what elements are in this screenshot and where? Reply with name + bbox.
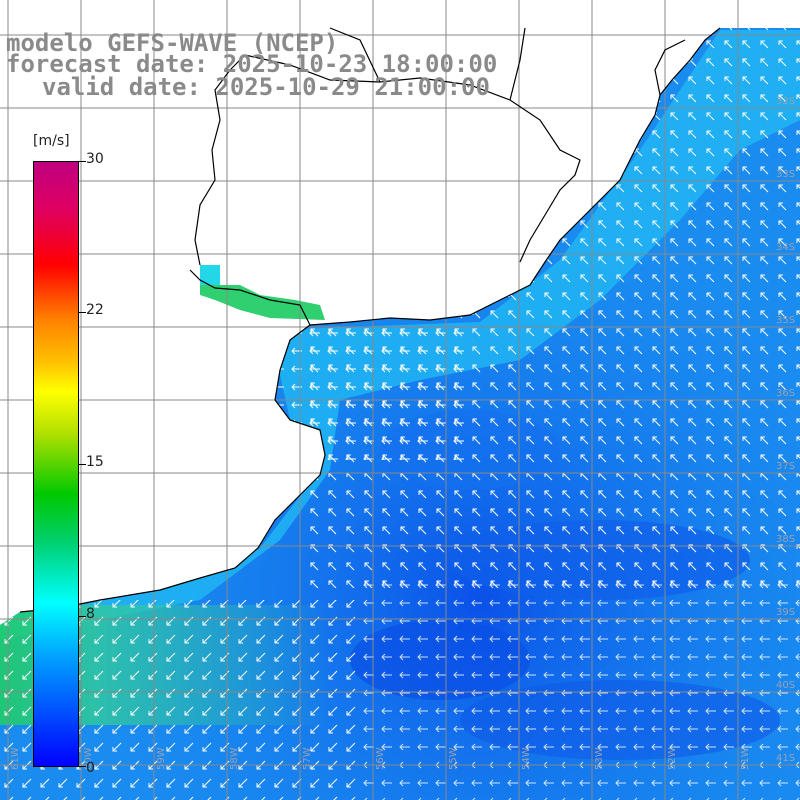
forecast-date: forecast date: 2025-10-23 18:00:00: [6, 50, 498, 78]
estuary-field: [200, 265, 325, 320]
lat-label-38S: 38S: [776, 534, 795, 545]
colorbar-unit: [m/s]: [33, 133, 70, 149]
lat-label-34S: 34S: [776, 242, 795, 253]
lat-label-35S: 35S: [776, 315, 795, 326]
lat-label-39S: 39S: [776, 607, 795, 618]
lon-label-51W: 51W: [740, 747, 751, 770]
lon-label-53W: 53W: [594, 747, 605, 770]
colorbar-tick: [79, 312, 86, 313]
colorbar-label-15: 15: [86, 454, 104, 470]
lat-label-36S: 36S: [776, 388, 795, 399]
colorbar-label-0: 0: [86, 760, 95, 776]
lon-label-58W: 58W: [229, 747, 240, 770]
valid-date: valid date: 2025-10-29 21:00:00: [42, 73, 490, 101]
lon-label-52W: 52W: [667, 747, 678, 770]
lon-label-55W: 55W: [448, 747, 459, 770]
lat-label-33S: 33S: [776, 169, 795, 180]
colorbar-label-8: 8: [86, 606, 95, 622]
colorbar-tick: [79, 766, 86, 767]
lon-label-54W: 54W: [521, 747, 532, 770]
coastline: [19, 27, 721, 613]
lon-label-59W: 59W: [156, 747, 167, 770]
colorbar-tick: [79, 161, 86, 162]
lat-label-37S: 37S: [776, 461, 795, 472]
lat-label-40S: 40S: [776, 680, 795, 691]
lat-label-32S: 32S: [776, 96, 795, 107]
colorbar-tick: [79, 464, 86, 465]
model-title: modelo GEFS-WAVE (NCEP): [6, 29, 339, 57]
lon-label-61W: 61W: [10, 747, 21, 770]
lon-label-60W: 60W: [83, 747, 94, 770]
lat-label-41S: 41S: [776, 753, 795, 764]
colorbar-label-30: 30: [86, 151, 104, 167]
lon-label-57W: 57W: [302, 747, 313, 770]
colorbar-tick: [79, 616, 86, 617]
colorbar-label-22: 22: [86, 302, 104, 318]
colorbar: [33, 161, 79, 767]
lon-label-56W: 56W: [375, 747, 386, 770]
